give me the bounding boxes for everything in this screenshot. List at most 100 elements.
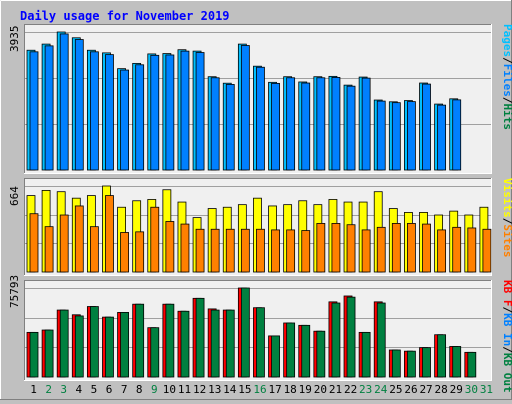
x-tick-label: 17 xyxy=(268,383,281,396)
bar-files xyxy=(135,64,145,171)
panel-legend-label: KB F/KB In/KB Out xyxy=(501,280,512,393)
bar-kb-out xyxy=(391,349,401,378)
bar-sites xyxy=(195,228,205,273)
bar-files xyxy=(271,82,280,171)
bar-files xyxy=(452,99,462,171)
bar-files xyxy=(376,100,386,171)
bar-files xyxy=(89,51,99,171)
bar-files xyxy=(437,104,447,171)
x-tick-label: 4 xyxy=(76,383,83,396)
x-tick-label: 11 xyxy=(178,383,191,396)
bar-kb-out xyxy=(256,307,265,378)
panel-max-label: 3935 xyxy=(8,26,21,53)
legend-part: Pages xyxy=(501,24,512,57)
bar-kb-out xyxy=(346,296,356,378)
bar-files xyxy=(316,77,326,171)
bar-sites xyxy=(105,195,114,273)
x-tick-label: 31 xyxy=(480,383,493,396)
bar-files xyxy=(59,33,69,171)
legend-part: / xyxy=(501,218,512,225)
bar-files xyxy=(74,39,84,171)
panel-visits: 664 Visits/Sites xyxy=(8,178,512,276)
bar-kb-out xyxy=(271,335,280,378)
panel-kbytes: 75793 KB F/KB In/KB Out xyxy=(8,275,512,393)
legend-part: Files xyxy=(501,64,512,97)
bar-files xyxy=(407,101,416,171)
bar-files xyxy=(210,77,220,171)
bar-kb-out xyxy=(376,302,386,378)
bar-sites xyxy=(256,228,265,273)
x-tick-label: 16 xyxy=(253,383,266,396)
x-tick-label: 6 xyxy=(106,383,113,396)
bar-sites xyxy=(391,223,401,273)
bar-files xyxy=(361,77,371,171)
bar-files xyxy=(29,51,39,171)
bar-sites xyxy=(316,223,326,273)
bar-kb-out xyxy=(195,297,205,378)
bar-sites xyxy=(165,221,175,273)
x-tick-label: 20 xyxy=(314,383,327,396)
bar-kb-out xyxy=(59,309,69,378)
bar-sites xyxy=(89,226,99,273)
bar-sites xyxy=(135,231,145,273)
bar-kb-out xyxy=(467,351,477,378)
bar-kb-out xyxy=(89,306,99,378)
bar-kb-out xyxy=(316,330,326,378)
legend-part: / xyxy=(501,346,512,353)
bar-kb-out xyxy=(29,331,39,378)
legend-part: KB In xyxy=(501,313,512,346)
bar-kb-out xyxy=(240,287,250,378)
bar-files xyxy=(105,54,114,171)
bar-sites xyxy=(286,229,296,273)
bar-sites xyxy=(44,226,54,273)
bar-files xyxy=(180,50,190,171)
legend-part: / xyxy=(501,97,512,104)
bar-sites xyxy=(482,228,492,273)
x-tick-label: 28 xyxy=(435,383,448,396)
bar-files xyxy=(165,54,175,171)
bar-sites xyxy=(150,206,160,273)
legend-part: Visits xyxy=(501,178,512,218)
bar-files xyxy=(195,52,205,171)
x-tick-label: 8 xyxy=(136,383,143,396)
x-tick-label: 9 xyxy=(151,383,158,396)
x-tick-label: 27 xyxy=(419,383,432,396)
bar-files xyxy=(301,82,311,171)
bar-kb-out xyxy=(74,315,84,378)
panel-max-label: 75793 xyxy=(8,275,21,308)
bar-kb-out xyxy=(44,329,54,378)
bar-kb-out xyxy=(437,334,447,378)
bar-kb-out xyxy=(361,331,371,378)
bar-kb-out xyxy=(165,303,175,378)
x-tick-label: 3 xyxy=(60,383,67,396)
panel-max-label: 664 xyxy=(8,186,21,206)
bar-files xyxy=(240,45,250,171)
chart-title: Daily usage for November 2019 xyxy=(20,9,230,23)
bar-files xyxy=(120,69,129,171)
x-tick-label: 15 xyxy=(238,383,251,396)
bar-kb-out xyxy=(422,347,431,378)
x-tick-label: 25 xyxy=(389,383,402,396)
x-tick-label: 21 xyxy=(329,383,342,396)
bar-sites xyxy=(271,229,280,273)
bar-kb-out xyxy=(120,312,129,378)
x-tick-label: 10 xyxy=(163,383,176,396)
legend-part: Hits xyxy=(501,104,512,131)
x-tick-label: 24 xyxy=(374,383,388,396)
x-tick-label: 7 xyxy=(121,383,128,396)
bar-files xyxy=(150,54,160,171)
bar-kb-out xyxy=(301,324,311,378)
bar-kb-out xyxy=(407,350,416,378)
legend-part: / xyxy=(501,57,512,64)
bar-files xyxy=(256,66,265,171)
bar-files xyxy=(391,102,401,171)
bar-sites xyxy=(59,214,69,273)
x-tick-label: 5 xyxy=(91,383,98,396)
bar-kb-out xyxy=(105,316,114,378)
bar-kb-out xyxy=(225,309,235,378)
x-tick-label: 1 xyxy=(30,383,37,396)
x-tick-label: 13 xyxy=(208,383,221,396)
bar-files xyxy=(44,45,54,171)
bar-files xyxy=(422,83,431,171)
